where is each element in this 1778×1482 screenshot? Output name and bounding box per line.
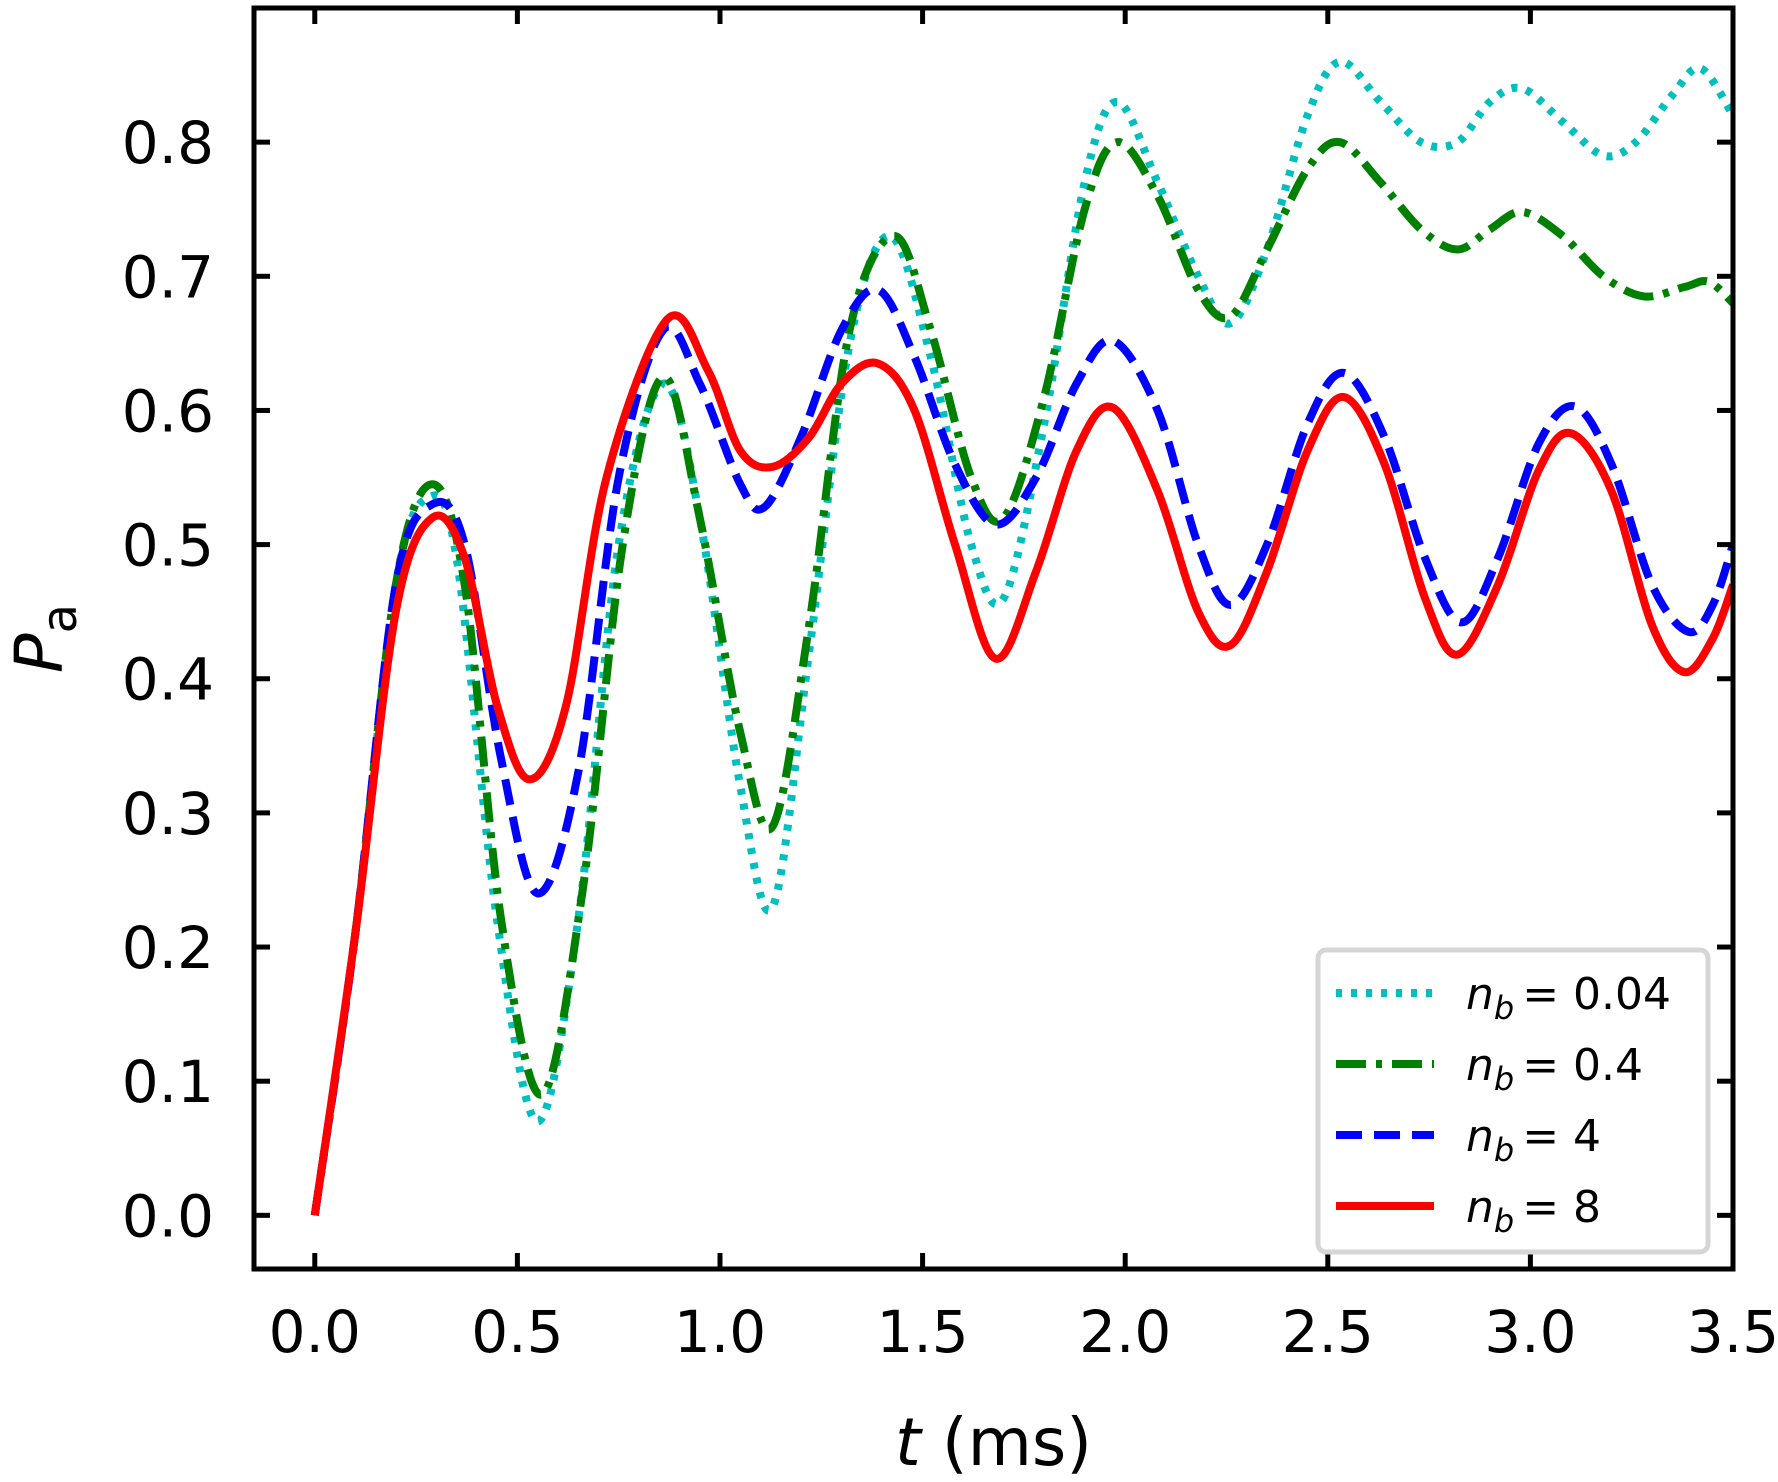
x-tick-label-5: 2.5	[1282, 1298, 1374, 1366]
x-tick-label-0: 0.0	[269, 1298, 361, 1366]
y-tick-label-0: 0.0	[122, 1182, 214, 1250]
series-layer	[310, 57, 1733, 1216]
y-tick-label-2: 0.2	[122, 914, 214, 982]
axes-frame	[251, 5, 1736, 1272]
y-tick-label-5: 0.5	[122, 512, 214, 580]
series-line-3	[310, 311, 1733, 1216]
legend-label-var-3: n	[1466, 1182, 1494, 1233]
legend-label-var-1: n	[1466, 1040, 1494, 1091]
legend-label-3: nb = 8	[1466, 1182, 1601, 1240]
x-tick-label-4: 2.0	[1079, 1298, 1171, 1366]
x-tick-label-6: 3.0	[1484, 1298, 1576, 1366]
y-axis-label-sub: a	[32, 604, 88, 633]
y-tick-label-3: 0.3	[122, 780, 214, 848]
x-tick-label-7: 3.5	[1687, 1298, 1778, 1366]
legend-box	[1315, 947, 1711, 1255]
legend-label-value-0: = 0.04	[1522, 969, 1671, 1020]
legend-label-1: nb = 0.4	[1466, 1040, 1643, 1098]
series-line-1	[310, 137, 1733, 1216]
legend-label-0: nb = 0.04	[1466, 969, 1671, 1027]
legend-label-var-2: n	[1466, 1111, 1494, 1162]
x-tick-label-1: 0.5	[471, 1298, 563, 1366]
x-axis-label: t (ms)	[895, 1404, 1092, 1481]
y-tick-label-4: 0.4	[122, 646, 214, 714]
legend-label-value-1: = 0.4	[1522, 1040, 1643, 1091]
legend-label-sub-0: b	[1494, 989, 1514, 1027]
y-tick-label-8: 0.8	[122, 109, 214, 177]
legend-label-value-2: = 4	[1522, 1111, 1601, 1162]
legend-label-value-3: = 8	[1522, 1182, 1601, 1233]
y-axis-label: Pa	[1, 604, 88, 673]
legend-label-sub-2: b	[1494, 1131, 1514, 1169]
y-tick-label-7: 0.7	[122, 243, 214, 311]
axes-layer: 0.0 0.5 1.0 1.5 2.0 2.5 3.0 3.5 0.0 0.1 0.2 0.3 0.4 0…	[122, 5, 1778, 1366]
y-tick-label-6: 0.6	[122, 377, 214, 445]
y-tick-label-1: 0.1	[122, 1048, 214, 1116]
x-axis-label-var: t	[895, 1404, 923, 1481]
legend-label-2: nb = 4	[1466, 1111, 1601, 1169]
series-line-0	[310, 57, 1733, 1216]
y-axis-label-var: P	[1, 633, 78, 673]
x-tick-label-2: 1.0	[674, 1298, 766, 1366]
x-tick-label-3: 1.5	[876, 1298, 968, 1366]
legend-label-sub-3: b	[1494, 1202, 1514, 1240]
series-line-2	[310, 285, 1733, 1216]
legend-label-var-0: n	[1466, 969, 1494, 1020]
x-axis-label-unit: (ms)	[921, 1404, 1092, 1481]
legend-label-sub-1: b	[1494, 1060, 1514, 1098]
